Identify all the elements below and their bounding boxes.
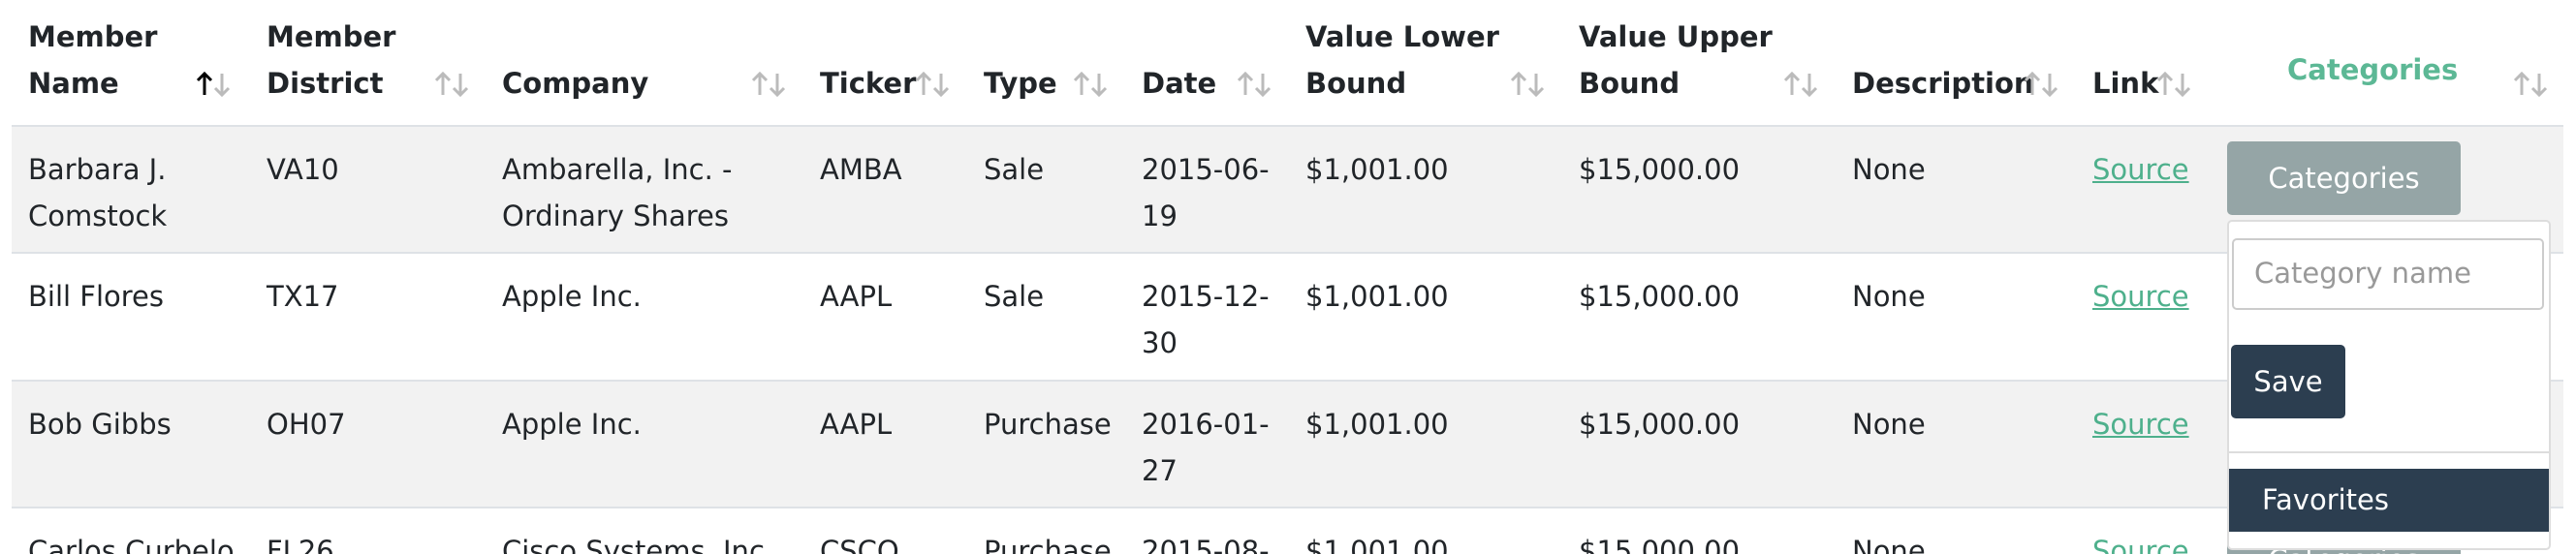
categories-button[interactable]: Categories bbox=[2227, 141, 2461, 215]
column-header[interactable]: Member Name bbox=[28, 20, 158, 100]
sort-icon[interactable] bbox=[2023, 70, 2061, 99]
table-cell: $15,000.00 bbox=[1579, 280, 1741, 313]
column-header[interactable]: Value Lower Bound bbox=[1305, 20, 1499, 100]
table-cell: 2015-12-30 bbox=[1142, 280, 1270, 359]
sort-icon[interactable] bbox=[1072, 70, 1111, 99]
table-cell: $1,001.00 bbox=[1305, 153, 1449, 186]
table-cell: TX17 bbox=[267, 280, 339, 313]
sort-down bbox=[1254, 74, 1272, 98]
sort-down bbox=[452, 74, 469, 98]
sort-icon[interactable] bbox=[1782, 70, 1821, 99]
sort-icon[interactable] bbox=[433, 70, 472, 99]
input-placeholder: Category name bbox=[2254, 257, 2471, 290]
table-cell: AAPL bbox=[820, 280, 893, 313]
table-cell: OH07 bbox=[267, 408, 346, 441]
column-header[interactable]: Ticker bbox=[820, 67, 917, 100]
column-header[interactable]: Company bbox=[502, 67, 649, 100]
column-header[interactable]: Date bbox=[1142, 67, 1217, 100]
sort-up bbox=[2024, 71, 2041, 95]
table-row bbox=[12, 507, 2563, 554]
table-cell: None bbox=[1852, 535, 1926, 554]
table-cell: 2016-01-27 bbox=[1142, 408, 1270, 487]
sort-down bbox=[932, 74, 950, 98]
table-cell: $1,001.00 bbox=[1305, 280, 1449, 313]
sort-up bbox=[1510, 71, 1527, 95]
menu-item[interactable]: Favorites bbox=[2229, 469, 2549, 532]
column-header[interactable]: Value Upper Bound bbox=[1579, 20, 1773, 100]
table-cell: $1,001.00 bbox=[1305, 408, 1449, 441]
sort-down bbox=[2041, 74, 2058, 98]
table-cell: Purchase bbox=[984, 535, 1112, 554]
table-cell: Ambarella, Inc. - Ordinary Shares bbox=[502, 153, 733, 232]
table-cell: None bbox=[1852, 153, 1926, 186]
sort-up bbox=[2513, 71, 2530, 95]
table-cell: Bob Gibbs bbox=[28, 408, 172, 441]
category-input[interactable] bbox=[2232, 238, 2544, 310]
table-cell: Apple Inc. bbox=[502, 280, 642, 313]
table-cell: Cisco Systems, Inc bbox=[502, 535, 765, 554]
sort-up bbox=[1783, 71, 1801, 95]
column-header[interactable]: Type bbox=[984, 67, 1057, 100]
source-link[interactable]: Source bbox=[2092, 153, 2189, 186]
sort-icon[interactable] bbox=[2155, 70, 2194, 99]
table-cell: CSCO bbox=[820, 535, 899, 554]
sort-down bbox=[2174, 74, 2191, 98]
column-header[interactable]: Link bbox=[2092, 67, 2159, 100]
category-dropdown: Category name Save Favorites bbox=[2227, 220, 2551, 550]
table-cell: Sale bbox=[984, 153, 1045, 186]
table-cell: 2015-08- bbox=[1142, 535, 1270, 554]
sort-up bbox=[2156, 71, 2174, 95]
table-cell: $15,000.00 bbox=[1579, 535, 1741, 554]
table-cell: Sale bbox=[984, 280, 1045, 313]
table-cell: Purchase bbox=[984, 408, 1112, 441]
save-button[interactable]: Save bbox=[2231, 345, 2345, 418]
sort-up bbox=[1073, 71, 1090, 95]
column-header[interactable]: Categories bbox=[2287, 53, 2459, 86]
sort-up bbox=[196, 71, 213, 95]
column-header[interactable]: Member District bbox=[267, 20, 396, 100]
table-cell: FL26 bbox=[267, 535, 334, 554]
sort-up bbox=[751, 71, 769, 95]
table-row bbox=[12, 380, 2563, 508]
source-link[interactable]: Source bbox=[2092, 408, 2189, 441]
column-header[interactable]: Description bbox=[1852, 67, 2034, 100]
sort-icon[interactable] bbox=[750, 70, 789, 99]
sort-icon[interactable] bbox=[1509, 70, 1548, 99]
table-row bbox=[12, 125, 2563, 254]
sort-up bbox=[915, 71, 932, 95]
sort-icon[interactable] bbox=[914, 70, 953, 99]
source-link[interactable]: Source bbox=[2092, 280, 2189, 313]
sort-down bbox=[213, 74, 231, 98]
table-cell: 2015-06-19 bbox=[1142, 153, 1270, 232]
table-cell: Barbara J. Comstock bbox=[28, 153, 168, 232]
sort-down bbox=[769, 74, 786, 98]
table-cell: AAPL bbox=[820, 408, 893, 441]
sort-icon[interactable] bbox=[195, 70, 234, 99]
sort-icon[interactable] bbox=[2512, 70, 2551, 99]
table-cell: $15,000.00 bbox=[1579, 408, 1741, 441]
table-cell: VA10 bbox=[267, 153, 339, 186]
sort-down bbox=[1090, 74, 1108, 98]
sort-up bbox=[1237, 71, 1254, 95]
sort-icon[interactable] bbox=[1236, 70, 1274, 99]
source-link[interactable]: Source bbox=[2092, 535, 2189, 554]
table-cell: Bill Flores bbox=[28, 280, 165, 313]
table-cell: None bbox=[1852, 280, 1926, 313]
table-cell: None bbox=[1852, 408, 1926, 441]
table-cell: $1,001.00 bbox=[1305, 535, 1449, 554]
sort-down bbox=[1801, 74, 1818, 98]
sort-down bbox=[1527, 74, 1545, 98]
table-cell: $15,000.00 bbox=[1579, 153, 1741, 186]
table-cell: Carlos Curbelo bbox=[28, 535, 235, 554]
table-cell: AMBA bbox=[820, 153, 902, 186]
table-row bbox=[12, 252, 2563, 382]
sort-up bbox=[434, 71, 452, 95]
sort-down bbox=[2530, 74, 2548, 98]
table-cell: Apple Inc. bbox=[502, 408, 642, 441]
divider bbox=[2229, 451, 2549, 453]
